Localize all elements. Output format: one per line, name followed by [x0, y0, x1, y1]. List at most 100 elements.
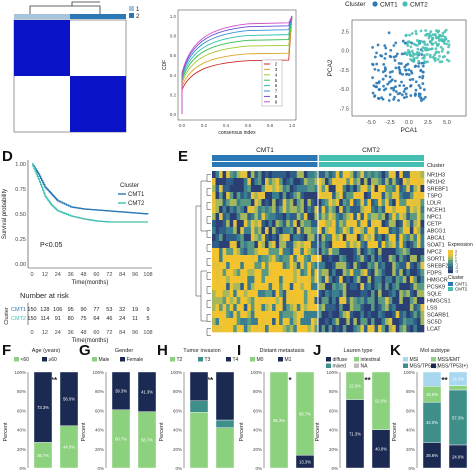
heat-cell	[374, 325, 379, 333]
heat-cell	[261, 178, 266, 186]
distant-metastasis-bar-label: 86.7%	[299, 411, 311, 416]
heat-cell	[265, 241, 269, 249]
heat-cell	[332, 178, 336, 186]
heat-cell	[363, 283, 368, 291]
heat-legend-tick: -1	[455, 263, 458, 267]
lauren-type-ylabel: Percent	[315, 422, 321, 441]
pca-point-cmt1	[420, 61, 424, 65]
heat-cell	[385, 171, 389, 179]
pca-point-cmt1	[392, 55, 396, 59]
age-ylabel: Percent	[3, 422, 9, 441]
heat-cell	[335, 199, 340, 207]
heat-cell	[381, 234, 386, 242]
cdf-legend-label: 9	[275, 99, 278, 104]
heat-cell	[356, 241, 361, 249]
heat-cell	[385, 318, 389, 326]
heat-cell	[254, 213, 259, 221]
heat-top-bar-cmt2	[319, 155, 424, 161]
heat-cell	[219, 290, 223, 298]
heat-cell	[325, 213, 329, 221]
risk-value: 150	[27, 307, 36, 313]
legend-swatch-1	[129, 6, 134, 11]
heat-cell	[356, 269, 361, 277]
cdf-line-4	[181, 15, 293, 114]
heat-cell	[385, 304, 389, 312]
heat-cell	[265, 192, 269, 200]
heat-cell	[328, 234, 333, 242]
pca-point-cmt1	[371, 76, 375, 80]
heat-cell	[349, 192, 354, 200]
heat-cell	[402, 234, 407, 242]
distant-metastasis-sig: *	[288, 376, 292, 385]
heat-cell	[416, 262, 421, 270]
heat-cell	[325, 199, 329, 207]
heat-cell	[282, 178, 287, 186]
heat-cell	[265, 185, 269, 193]
heat-cell	[300, 227, 305, 235]
heat-cell	[226, 318, 230, 326]
heat-cell	[395, 290, 400, 298]
heat-cell	[229, 325, 234, 333]
pca-point-cmt1	[409, 69, 413, 73]
heat-cell	[293, 325, 298, 333]
heat-cell	[420, 220, 425, 228]
mol-subtype-sig: ***	[438, 376, 448, 385]
heat-cell	[402, 290, 407, 298]
heat-cell	[293, 290, 298, 298]
pca-point-cmt1	[389, 48, 393, 52]
surv-xtick: 96	[132, 272, 138, 278]
lauren-type-legend-label: intestinal	[361, 357, 381, 363]
heat-cell	[325, 248, 329, 256]
heat-cell	[378, 311, 382, 319]
heat-cell	[318, 220, 322, 228]
heat-cell	[356, 311, 361, 319]
panel-label-j: J	[313, 342, 322, 359]
heat-cell	[279, 325, 283, 333]
heat-cell	[363, 227, 368, 235]
heat-cell	[282, 192, 287, 200]
heat-top-bar-cmt1	[212, 155, 318, 161]
heat-cell	[318, 318, 322, 326]
heat-cell	[233, 290, 238, 298]
heat-cell	[332, 192, 336, 200]
heat-cell	[265, 269, 269, 277]
heat-cell	[378, 178, 382, 186]
heat-cell	[226, 227, 230, 235]
pca-legend-title: Cluster	[345, 1, 366, 8]
tumor-invasion-legend-swatch	[226, 357, 231, 362]
heat-cell	[363, 262, 368, 270]
heat-cell	[303, 185, 308, 193]
heat-cell	[392, 269, 397, 277]
heat-cell	[392, 199, 397, 207]
distant-metastasis-bar-label: 95.3%	[273, 418, 285, 423]
pca-point-cmt1	[387, 99, 391, 102]
heat-cell	[289, 325, 294, 333]
distant-metastasis-ylabel: Percent	[239, 422, 245, 441]
pca-point-cmt2	[427, 36, 431, 40]
heat-cell	[222, 304, 227, 312]
heat-cell	[307, 178, 312, 186]
heat-cell	[328, 185, 333, 193]
heat-cell	[286, 262, 291, 270]
heat-row-label: SREBF1	[427, 187, 448, 193]
heat-cell	[335, 290, 340, 298]
heat-cell	[406, 220, 411, 228]
pca-point-cmt1	[380, 54, 384, 58]
heat-cell	[279, 185, 283, 193]
heat-cell	[254, 255, 259, 263]
heat-cell	[413, 304, 418, 312]
heat-cell	[388, 283, 393, 291]
heat-cell	[310, 283, 315, 291]
heat-cell	[342, 206, 347, 214]
heat-cell	[272, 248, 276, 256]
heat-cell	[219, 241, 223, 249]
heat-cell	[420, 276, 425, 284]
heat-cell	[360, 269, 365, 277]
heat-cell	[314, 318, 319, 326]
heat-cell	[378, 199, 382, 207]
heat-cell	[371, 234, 375, 242]
heat-row-label: LSS	[427, 306, 438, 312]
heat-cell	[307, 325, 312, 333]
pca-point-cmt1	[397, 99, 400, 102]
heat-cell	[335, 178, 340, 186]
